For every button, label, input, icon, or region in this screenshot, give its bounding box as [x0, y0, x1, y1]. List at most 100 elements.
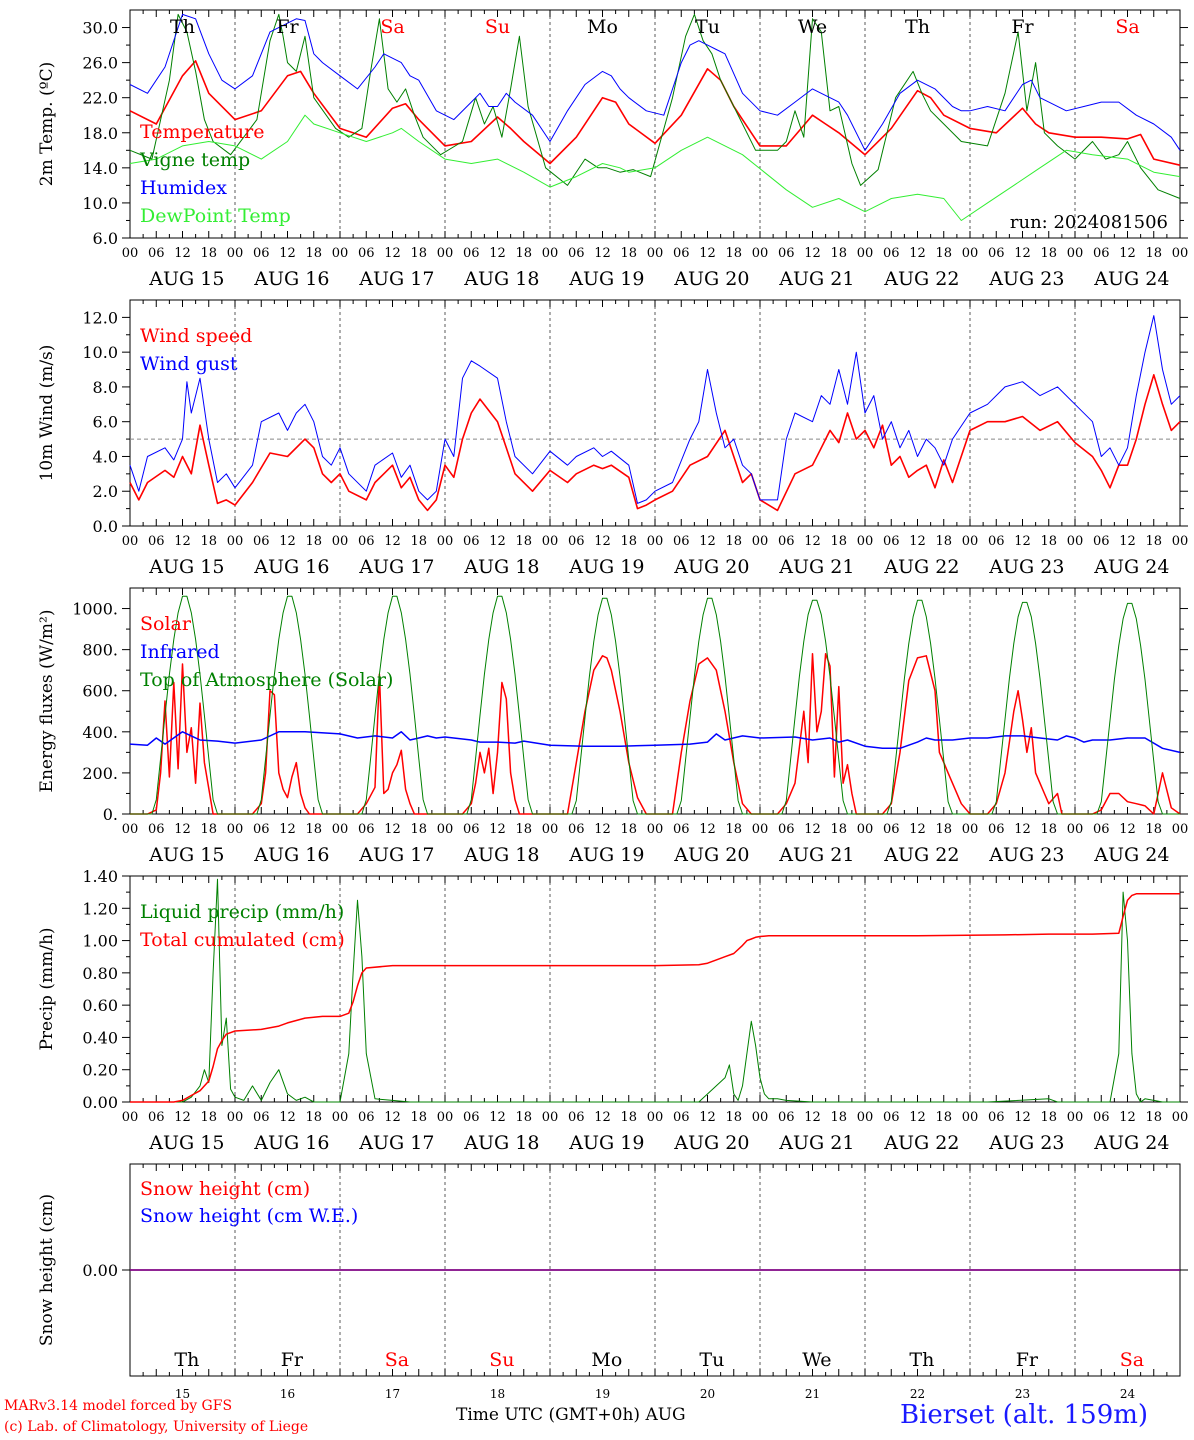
hour-tick-label: 18 [1145, 822, 1162, 837]
date-label: AUG 18 [463, 268, 539, 290]
hour-tick-label: 12 [1119, 822, 1136, 837]
hour-tick-label: 12 [699, 534, 716, 549]
y-tick-label: 0.0 [93, 517, 118, 536]
date-label: AUG 20 [673, 556, 749, 578]
y-tick-label: 0.20 [82, 1061, 118, 1080]
y-tick-label: 1000. [72, 600, 118, 619]
hour-tick-label: 06 [883, 246, 900, 261]
date-label: AUG 18 [463, 844, 539, 866]
y-tick-label: 0.00 [82, 1093, 118, 1112]
day-of-week-label: Th [909, 1349, 934, 1371]
day-of-week-label: Sa [380, 16, 404, 38]
date-label: AUG 17 [358, 268, 434, 290]
y-tick-label: 6.0 [93, 229, 118, 248]
hour-tick-label: 06 [778, 534, 795, 549]
hour-tick-label: 06 [1093, 1110, 1110, 1125]
hour-tick-label: 12 [594, 1110, 611, 1125]
y-tick-label: 1.40 [82, 867, 118, 886]
hour-tick-label: 18 [305, 534, 322, 549]
day-of-week-label: Fr [1016, 1349, 1039, 1371]
hour-tick-label: 00 [227, 534, 244, 549]
hour-tick-label: 18 [515, 534, 532, 549]
hour-tick-label: 12 [594, 534, 611, 549]
hour-tick-label: 06 [253, 1110, 270, 1125]
hour-tick-label: 12 [1014, 534, 1031, 549]
hour-tick-label: 12 [384, 246, 401, 261]
hour-tick-label: 18 [410, 534, 427, 549]
hour-tick-label: 00 [122, 246, 139, 261]
legend-entry: Humidex [140, 177, 227, 199]
day-of-week-label: Th [174, 1349, 199, 1371]
hour-tick-label: 18 [935, 534, 952, 549]
hour-tick-label: 12 [489, 246, 506, 261]
series-dewpoint-temp [129, 114, 1181, 221]
panel-temperature: 6.0 10.0 14.0 18.0 22.0 26.0 30.0 2m Temp. (ºC)… [37, 9, 1188, 290]
hour-tick-label: 06 [358, 534, 375, 549]
day-number-label: 24 [1120, 1387, 1136, 1401]
date-label: AUG 21 [778, 1132, 854, 1154]
hour-tick-label: 18 [1145, 534, 1162, 549]
legend-entry: Snow height (cm) [140, 1178, 310, 1200]
hour-tick-label: 06 [1093, 534, 1110, 549]
hour-tick-label: 06 [673, 246, 690, 261]
hour-tick-label: 12 [174, 1110, 191, 1125]
series-wind-gust [129, 315, 1181, 504]
day-number-label: 16 [280, 1387, 295, 1401]
legend-entry: Wind speed [140, 325, 252, 347]
hour-tick-label: 00 [542, 534, 559, 549]
hour-tick-label: 18 [725, 1110, 742, 1125]
hour-tick-label: 00 [1067, 1110, 1084, 1125]
legend-entry: Infrared [140, 641, 220, 663]
hour-tick-label: 06 [988, 822, 1005, 837]
hour-tick-label: 12 [489, 1110, 506, 1125]
hour-tick-label: 00 [857, 246, 874, 261]
day-number-label: 22 [910, 1387, 925, 1401]
hour-tick-label: 12 [384, 1110, 401, 1125]
date-label: AUG 20 [673, 268, 749, 290]
hour-tick-label: 12 [279, 534, 296, 549]
hour-tick-label: 00 [1172, 822, 1189, 837]
date-label: AUG 18 [463, 556, 539, 578]
date-label: AUG 24 [1093, 844, 1169, 866]
hour-tick-label: 18 [515, 822, 532, 837]
y-tick-label: 2.0 [93, 482, 118, 501]
hour-tick-label: 12 [174, 822, 191, 837]
hour-tick-label: 00 [1067, 822, 1084, 837]
series-top-of-atmosphere-solar- [130, 595, 1180, 815]
y-tick-label: 8.0 [93, 378, 118, 397]
hour-tick-label: 00 [227, 246, 244, 261]
hour-tick-label: 18 [515, 1110, 532, 1125]
date-label: AUG 21 [778, 556, 854, 578]
hour-tick-label: 12 [174, 534, 191, 549]
hour-tick-label: 00 [647, 1110, 664, 1125]
legend-entry: Wind gust [140, 353, 238, 375]
day-of-week-label: Su [485, 16, 510, 38]
hour-tick-label: 12 [909, 822, 926, 837]
hour-tick-label: 06 [358, 822, 375, 837]
hour-tick-label: 00 [332, 822, 349, 837]
hour-tick-label: 06 [988, 534, 1005, 549]
hour-tick-label: 06 [253, 534, 270, 549]
y-tick-label: 26.0 [82, 54, 118, 73]
hour-tick-label: 12 [1014, 246, 1031, 261]
hour-tick-label: 18 [830, 1110, 847, 1125]
hour-tick-label: 18 [935, 1110, 952, 1125]
day-of-week-label: We [802, 1349, 831, 1371]
date-label: AUG 17 [358, 556, 434, 578]
hour-tick-label: 00 [647, 534, 664, 549]
hour-tick-label: 12 [279, 246, 296, 261]
hour-tick-label: 00 [227, 1110, 244, 1125]
panel-precip: 0.00 0.20 0.40 0.60 0.80 1.00 1.20 1.40 Precip (… [37, 867, 1188, 1154]
date-label: AUG 15 [148, 556, 224, 578]
hour-tick-label: 18 [935, 246, 952, 261]
date-label: AUG 15 [148, 268, 224, 290]
day-of-week-label: Tu [695, 16, 720, 38]
y-tick-label: 800. [82, 641, 118, 660]
hour-tick-label: 06 [358, 246, 375, 261]
hour-tick-label: 18 [725, 534, 742, 549]
hour-tick-label: 06 [988, 1110, 1005, 1125]
hour-tick-label: 18 [1040, 534, 1057, 549]
date-label: AUG 21 [778, 844, 854, 866]
hour-tick-label: 06 [568, 822, 585, 837]
date-label: AUG 15 [148, 844, 224, 866]
